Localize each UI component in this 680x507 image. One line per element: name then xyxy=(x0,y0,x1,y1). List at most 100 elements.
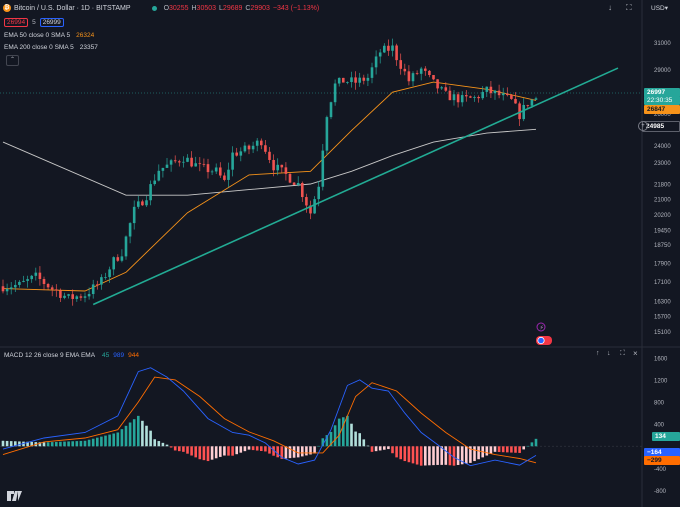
close-pane-icon[interactable]: × xyxy=(633,349,638,358)
candle xyxy=(280,164,284,168)
price-axis-tick: 29000 xyxy=(654,68,671,74)
candle xyxy=(186,157,189,162)
macd-hist-bar xyxy=(292,446,296,458)
macd-hist-bar xyxy=(210,446,214,460)
candle xyxy=(374,56,378,68)
candle xyxy=(497,90,501,96)
macd-hist-bar xyxy=(301,446,304,457)
macd-axis-tick: 800 xyxy=(654,401,665,407)
candle xyxy=(14,284,17,288)
event-icons[interactable]: ⚡ xyxy=(536,322,552,345)
price-axis-tick: 17900 xyxy=(654,262,671,268)
candle xyxy=(506,93,509,96)
macd-hist-bar xyxy=(362,439,366,447)
move-pane-up-icon[interactable]: ↑ xyxy=(596,350,600,357)
collapse-legend-button[interactable]: ⌃ xyxy=(6,55,19,66)
currency-selector[interactable]: USD▾ xyxy=(651,5,668,12)
macd-hist-bar xyxy=(407,446,411,463)
macd-hist-bar xyxy=(317,445,320,447)
macd-hist-bar xyxy=(358,433,361,447)
candle xyxy=(141,201,144,206)
macd-hist-bar xyxy=(337,418,341,447)
candle xyxy=(526,104,530,106)
macd-hist-bar xyxy=(145,425,148,447)
macd-signal-value: 944 xyxy=(128,352,139,359)
macd-hist-bar xyxy=(432,446,435,466)
candle xyxy=(145,200,148,206)
signal-line xyxy=(2,376,537,464)
candle xyxy=(169,160,173,165)
macd-hist-bar xyxy=(235,446,238,455)
macd-hist-bar xyxy=(165,444,169,447)
candle xyxy=(149,184,152,201)
trendline-path[interactable] xyxy=(92,67,619,306)
macd-hist-bar xyxy=(91,438,95,447)
scroll-down-icon[interactable]: ↓ xyxy=(608,3,612,12)
candle xyxy=(100,277,103,285)
price-axis[interactable]: 31000 29000 26000 24000 23000 21800 21000 20200… xyxy=(654,41,671,336)
maximize-pane-icon[interactable]: ⛶ xyxy=(620,350,625,357)
maximize-icon[interactable]: ⛶ xyxy=(626,3,632,12)
candle xyxy=(46,283,50,288)
macd-hist-bar xyxy=(518,446,521,453)
candle xyxy=(219,167,222,176)
macd-axis[interactable]: 1600 1200 800 400 -400 -800 xyxy=(654,356,668,495)
candle xyxy=(432,75,435,80)
macd-hist-bar xyxy=(239,446,243,453)
macd-histogram xyxy=(1,415,538,466)
macd-hist-bar xyxy=(477,446,480,460)
price-axis-tick: 31000 xyxy=(654,41,671,47)
macd-hist-bar xyxy=(67,441,70,447)
price-axis-tick: 18750 xyxy=(654,243,671,249)
macd-hist-bar xyxy=(87,439,91,447)
candle xyxy=(255,140,259,146)
candle xyxy=(268,151,271,160)
candle xyxy=(387,45,390,51)
macd-hist-bar xyxy=(55,441,58,447)
candle xyxy=(534,98,538,100)
move-pane-down-icon[interactable]: ↓ xyxy=(607,350,611,357)
tradingview-logo[interactable] xyxy=(7,491,22,501)
candle xyxy=(178,161,181,163)
macd-hist-bar xyxy=(206,446,210,462)
macd-hist-bar xyxy=(391,446,394,454)
candle xyxy=(9,287,13,289)
sell-button[interactable]: 26994 xyxy=(4,18,29,27)
candle xyxy=(362,77,366,81)
macd-hist-bar xyxy=(79,440,83,447)
macd-hist-bar xyxy=(9,441,13,447)
candle xyxy=(407,71,411,82)
market-status-icon xyxy=(151,5,157,11)
price-axis-tick: 20200 xyxy=(654,213,671,219)
ema50-legend[interactable]: EMA 50 close 0 SMA 5 26324 xyxy=(4,32,94,39)
price-axis-tick: 24000 xyxy=(654,144,671,150)
macd-legend[interactable]: MACD 12 26 close 9 EMA EMA 45 989 944 xyxy=(4,352,139,359)
support-trendline[interactable] xyxy=(92,67,619,306)
macd-hist-bar xyxy=(284,446,288,459)
candle xyxy=(346,82,349,83)
macd-hist-bar xyxy=(26,441,29,447)
macd-hist-bar xyxy=(383,446,386,450)
candle xyxy=(247,145,251,150)
candle xyxy=(223,175,226,180)
macd-hist-bar xyxy=(440,446,443,465)
macd-hist-bar xyxy=(436,446,439,465)
candle xyxy=(452,94,456,101)
alert-add-icon[interactable]: + xyxy=(638,121,648,131)
symbol-title[interactable]: Bitcoin / U.S. Dollar · 1D · BITSTAMP xyxy=(14,4,131,12)
macd-hist-bar xyxy=(514,446,517,453)
candle xyxy=(403,68,407,72)
buy-button[interactable]: 26999 xyxy=(39,18,64,27)
ema200-value: 23357 xyxy=(79,44,98,51)
candle xyxy=(358,77,361,83)
ohlc-readout: O30255 H30503 L29689 C29903 −343 (−1.13%… xyxy=(163,4,320,12)
macd-hist-bar xyxy=(534,438,538,447)
macd-hist-bar xyxy=(313,446,316,454)
macd-hist-bar xyxy=(268,446,271,454)
ema200-legend[interactable]: EMA 200 close 0 SMA 5 23357 xyxy=(4,44,98,51)
ema50-label: EMA 50 close 0 SMA 5 xyxy=(4,32,71,39)
macd-hist-bar xyxy=(260,446,263,452)
macd-hist-bar xyxy=(157,441,161,447)
macd-hist-bar xyxy=(83,440,87,447)
